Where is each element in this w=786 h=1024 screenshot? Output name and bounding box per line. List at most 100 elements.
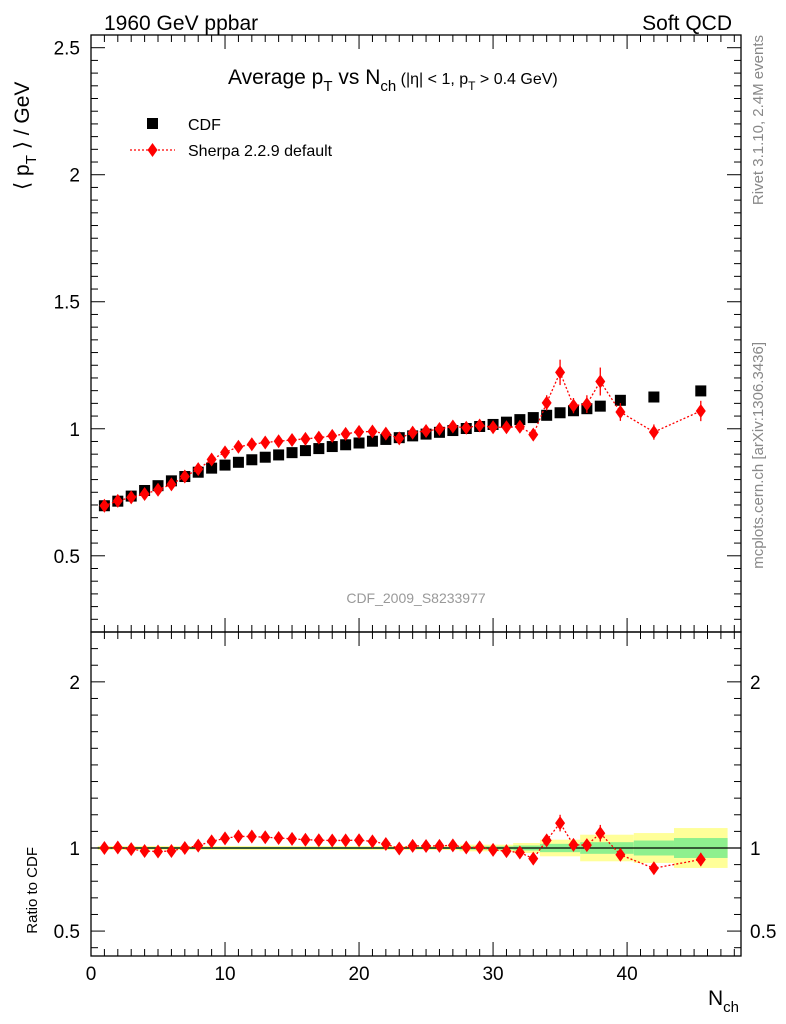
x-axis-label: Nch [708,987,739,1016]
sherpa-point [233,439,244,454]
ratio-series [99,814,706,876]
sherpa-point [220,445,231,460]
sherpa-point [300,431,311,446]
y-axis-label: ⟨ pT ⟩ / GeV [11,82,40,190]
sherpa-point [595,374,606,389]
sherpa-ratio-point [514,845,525,860]
sherpa-line [104,370,702,507]
sherpa-ratio-point [139,843,150,858]
sherpa-ratio-point [327,833,338,848]
sherpa-ratio-point [447,838,458,853]
sherpa-ratio-point [313,833,324,848]
sherpa-ratio-point [99,841,110,855]
sherpa-point [340,426,351,441]
main-series [98,359,707,513]
sherpa-ratio-point [179,841,190,855]
header-category: Soft QCD [642,12,732,35]
sherpa-point [555,365,566,380]
sherpa-ratio-point [695,852,706,867]
sherpa-ratio-point [555,816,566,831]
sherpa-point [246,437,257,452]
legend-marker-cdf [147,118,158,129]
sherpa-point [112,493,123,508]
sherpa-ratio-point [380,837,391,852]
sherpa-point [367,424,378,439]
cdf-point [326,441,338,453]
sherpa-point [394,431,405,446]
cdf-point [541,409,553,421]
cdf-point [648,391,660,403]
sherpa-point [99,498,110,513]
x-tick-label: 40 [617,964,638,985]
sherpa-ratio-point [260,830,271,845]
sherpa-point [153,482,164,497]
sherpa-point [568,398,579,413]
sherpa-point [514,419,525,434]
sherpa-point [541,395,552,410]
cdf-point [695,385,707,397]
sherpa-ratio-point [153,844,164,859]
sherpa-point [447,419,458,434]
sherpa-ratio-point [193,838,204,853]
ratio-y-tick-label-right: 2 [750,673,761,694]
y-tick-label: 1.5 [54,293,80,314]
y-tick-label: 2.5 [54,39,80,60]
axis-ticks: 0 10 20 30 40 0.5 1 1.5 2 2.5 0.5 0.5 1 1 2 2 [54,34,776,985]
y-tick-label: 2 [69,166,80,187]
sherpa-ratio-point [233,829,244,844]
sherpa-ratio-point [126,842,137,857]
cdf-point [313,443,325,455]
legend-label-sherpa: Sherpa 2.2.9 default [188,143,333,160]
cdf-point [614,394,626,406]
sherpa-point [126,490,137,505]
sherpa-point [501,420,512,435]
sherpa-point [313,430,324,445]
sherpa-ratio-point [112,840,123,855]
cdf-point [594,400,606,412]
analysis-tag: CDF_2009_S8233977 [346,590,486,606]
cdf-point [353,437,365,449]
ratio-y-tick-label: 2 [69,673,80,694]
sherpa-ratio-point [501,844,512,859]
legend-marker-sherpa [147,143,158,157]
sherpa-point [648,425,659,440]
cdf-point [259,451,271,463]
sherpa-ratio-point [367,834,378,849]
header-energy: 1960 GeV ppbar [104,12,258,35]
sherpa-point [139,487,150,502]
cdf-point [527,412,539,424]
legend: CDF Sherpa 2.2.9 default [130,117,333,160]
cdf-point [340,439,352,451]
sherpa-ratio-point [581,838,592,853]
cdf-point [366,435,378,447]
legend-label-cdf: CDF [188,117,221,134]
cdf-point [299,445,311,457]
sherpa-ratio-point [287,831,298,846]
sherpa-point [380,426,391,441]
sherpa-ratio-point [166,843,177,858]
ratio-frame [90,631,742,957]
ratio-y-tick-label-right: 1 [750,839,761,860]
sherpa-ratio-point [300,832,311,847]
sherpa-point [179,469,190,484]
sherpa-point [273,434,284,449]
sherpa-ratio-point [648,861,659,876]
sherpa-point [260,435,271,450]
sherpa-point [287,432,298,447]
sherpa-point [615,404,626,419]
sherpa-ratio-point [568,837,579,852]
ratio-y-tick-label-right: 0.5 [750,922,776,943]
sherpa-point [488,420,499,435]
ratio-y-axis-label: Ratio to CDF [24,847,41,934]
cdf-point [554,407,566,419]
sherpa-ratio-point [615,847,626,862]
cdf-point [232,456,244,468]
sherpa-ratio-point [541,833,552,848]
ratio-y-tick-label: 0.5 [54,922,80,943]
sherpa-point [407,425,418,440]
cdf-point [273,449,285,461]
plot-title: Average pT vs Nch (|η| < 1, pT > 0.4 GeV… [228,66,558,95]
ratio-y-tick-label: 1 [69,839,80,860]
sherpa-ratio-line [104,821,701,869]
